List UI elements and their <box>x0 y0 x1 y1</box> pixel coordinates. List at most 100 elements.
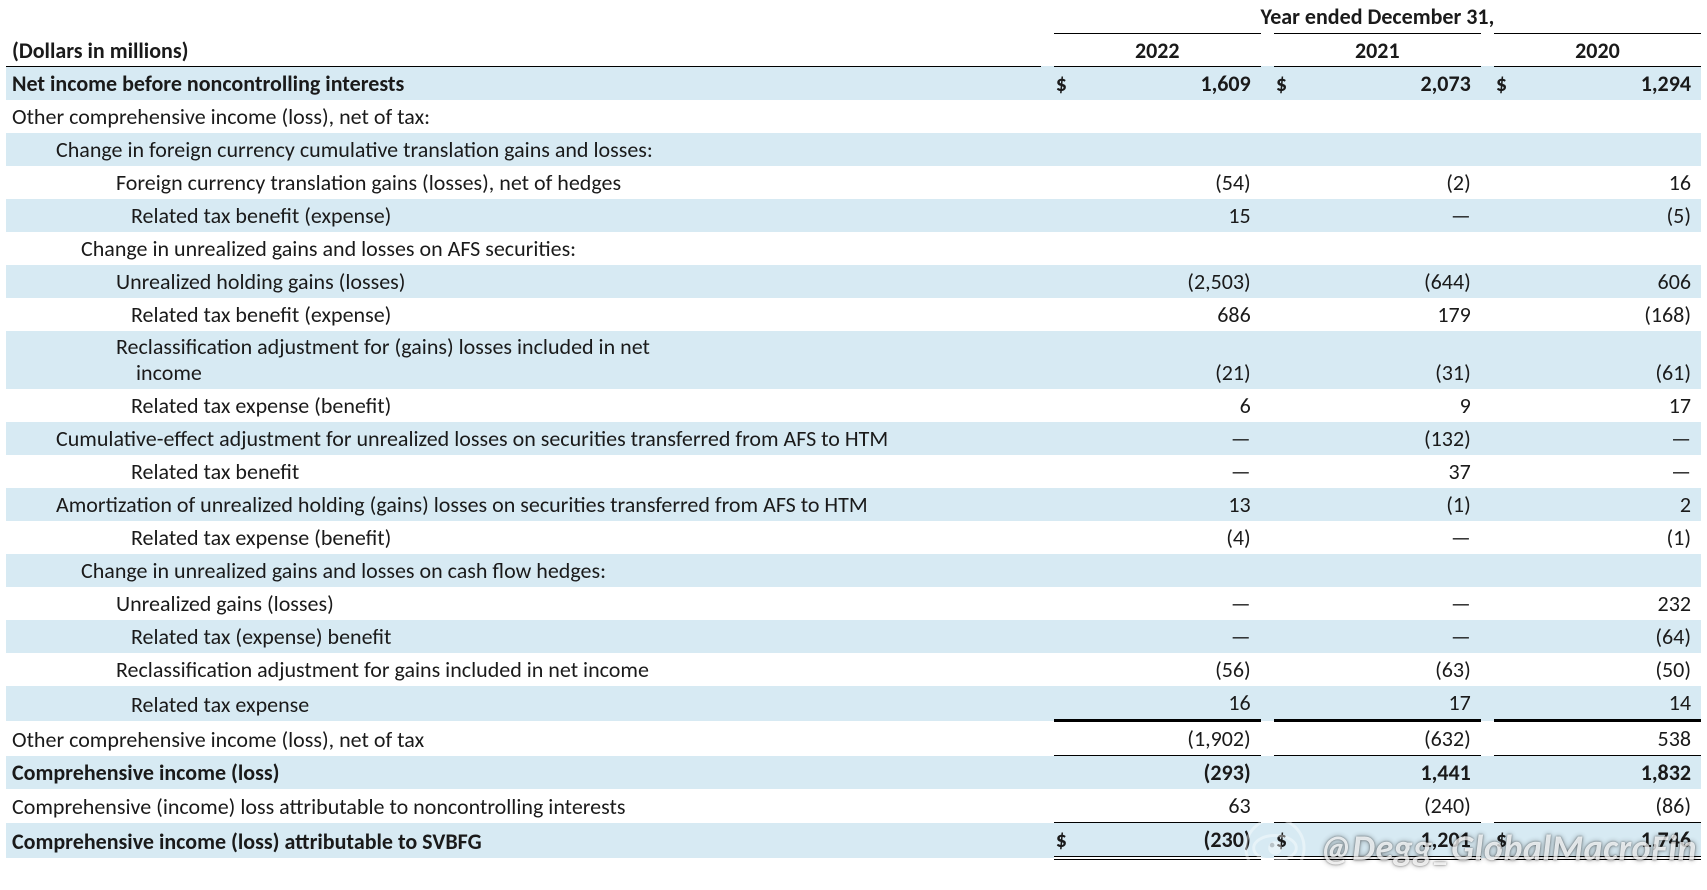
value-cell: 1,746 <box>1520 823 1701 859</box>
value-cell: (50) <box>1520 653 1701 686</box>
currency-symbol <box>1274 789 1300 823</box>
table-row: Other comprehensive income (loss), net o… <box>6 100 1701 133</box>
value-cell: 1,832 <box>1520 756 1701 790</box>
currency-symbol: $ <box>1494 66 1520 100</box>
table-row: Change in unrealized gains and losses on… <box>6 554 1701 587</box>
value-cell: (1) <box>1520 521 1701 554</box>
currency-symbol <box>1274 620 1300 653</box>
value-cell: (56) <box>1080 653 1261 686</box>
row-label: Net income before noncontrolling interes… <box>6 66 1041 100</box>
row-label: Comprehensive income (loss) <box>6 756 1041 790</box>
row-label: Related tax benefit (expense) <box>6 298 1041 331</box>
value-cell: 15 <box>1080 199 1261 232</box>
row-label: Change in foreign currency cumulative tr… <box>6 133 1041 166</box>
row-label: Change in unrealized gains and losses on… <box>6 232 1041 265</box>
currency-symbol <box>1274 653 1300 686</box>
currency-symbol <box>1054 331 1080 390</box>
currency-symbol <box>1274 587 1300 620</box>
value-cell: 2,073 <box>1300 66 1481 100</box>
currency-symbol <box>1274 422 1300 455</box>
comprehensive-income-table: Year ended December 31, (Dollars in mill… <box>6 0 1701 860</box>
row-label: Cumulative-effect adjustment for unreali… <box>6 422 1041 455</box>
currency-symbol <box>1494 389 1520 422</box>
row-label: Related tax expense (benefit) <box>6 389 1041 422</box>
value-cell <box>1080 232 1261 265</box>
value-cell: — <box>1080 455 1261 488</box>
currency-symbol <box>1054 422 1080 455</box>
value-cell: 1,441 <box>1300 756 1481 790</box>
table-row: Reclassification adjustment for (gains) … <box>6 331 1701 390</box>
value-cell: 2 <box>1520 488 1701 521</box>
currency-symbol <box>1274 199 1300 232</box>
year-col-1: 2021 <box>1274 34 1481 67</box>
value-cell <box>1300 554 1481 587</box>
table-row: Related tax benefit (expense)686179(168) <box>6 298 1701 331</box>
value-cell: (5) <box>1520 199 1701 232</box>
currency-symbol <box>1494 265 1520 298</box>
row-label: Related tax benefit <box>6 455 1041 488</box>
table-row: Comprehensive income (loss) attributable… <box>6 823 1701 859</box>
currency-symbol <box>1494 587 1520 620</box>
table-row: Other comprehensive income (loss), net o… <box>6 721 1701 756</box>
value-cell: (293) <box>1080 756 1261 790</box>
value-cell <box>1080 133 1261 166</box>
currency-symbol <box>1274 756 1300 790</box>
currency-symbol <box>1054 133 1080 166</box>
row-label: Unrealized gains (losses) <box>6 587 1041 620</box>
currency-symbol <box>1494 455 1520 488</box>
table-row: Related tax benefit (expense)15—(5) <box>6 199 1701 232</box>
table-row: Related tax benefit—37— <box>6 455 1701 488</box>
value-cell: 14 <box>1520 686 1701 721</box>
value-cell: (4) <box>1080 521 1261 554</box>
table-row: Related tax (expense) benefit——(64) <box>6 620 1701 653</box>
currency-symbol <box>1274 100 1300 133</box>
value-cell: (64) <box>1520 620 1701 653</box>
row-label: Other comprehensive income (loss), net o… <box>6 721 1041 756</box>
currency-symbol <box>1054 100 1080 133</box>
row-label: Reclassification adjustment for (gains) … <box>6 331 1041 390</box>
row-label: Unrealized holding gains (losses) <box>6 265 1041 298</box>
table-row: Reclassification adjustment for gains in… <box>6 653 1701 686</box>
value-cell: (240) <box>1300 789 1481 823</box>
table-row: Unrealized gains (losses)——232 <box>6 587 1701 620</box>
row-label: Reclassification adjustment for gains in… <box>6 653 1041 686</box>
value-cell: (63) <box>1300 653 1481 686</box>
currency-symbol <box>1054 455 1080 488</box>
currency-symbol <box>1494 422 1520 455</box>
currency-symbol: $ <box>1274 66 1300 100</box>
currency-symbol <box>1054 686 1080 721</box>
currency-symbol: $ <box>1494 823 1520 859</box>
currency-symbol <box>1494 521 1520 554</box>
table-row: Comprehensive income (loss) (293) 1,441 1,8… <box>6 756 1701 790</box>
currency-symbol <box>1274 133 1300 166</box>
year-col-0: 2022 <box>1054 34 1261 67</box>
currency-symbol <box>1054 166 1080 199</box>
value-cell: (2) <box>1300 166 1481 199</box>
value-cell: (61) <box>1520 331 1701 390</box>
value-cell: 179 <box>1300 298 1481 331</box>
row-label: Comprehensive (income) loss attributable… <box>6 789 1041 823</box>
currency-symbol <box>1054 554 1080 587</box>
currency-symbol <box>1054 265 1080 298</box>
row-label: Amortization of unrealized holding (gain… <box>6 488 1041 521</box>
currency-symbol <box>1054 721 1080 756</box>
value-cell <box>1520 133 1701 166</box>
table-row: Cumulative-effect adjustment for unreali… <box>6 422 1701 455</box>
currency-symbol <box>1274 686 1300 721</box>
table-row: Change in foreign currency cumulative tr… <box>6 133 1701 166</box>
value-cell <box>1080 554 1261 587</box>
value-cell: (86) <box>1520 789 1701 823</box>
row-label: Related tax expense <box>6 686 1041 721</box>
currency-symbol <box>1274 166 1300 199</box>
currency-symbol <box>1274 455 1300 488</box>
currency-symbol <box>1274 721 1300 756</box>
table-row: Related tax expense (benefit)6917 <box>6 389 1701 422</box>
currency-symbol <box>1494 100 1520 133</box>
currency-symbol <box>1274 298 1300 331</box>
table-row: Change in unrealized gains and losses on… <box>6 232 1701 265</box>
table-row: Related tax expense161714 <box>6 686 1701 721</box>
row-label: Related tax expense (benefit) <box>6 521 1041 554</box>
value-cell: — <box>1520 455 1701 488</box>
row-label: Other comprehensive income (loss), net o… <box>6 100 1041 133</box>
value-cell: — <box>1300 521 1481 554</box>
